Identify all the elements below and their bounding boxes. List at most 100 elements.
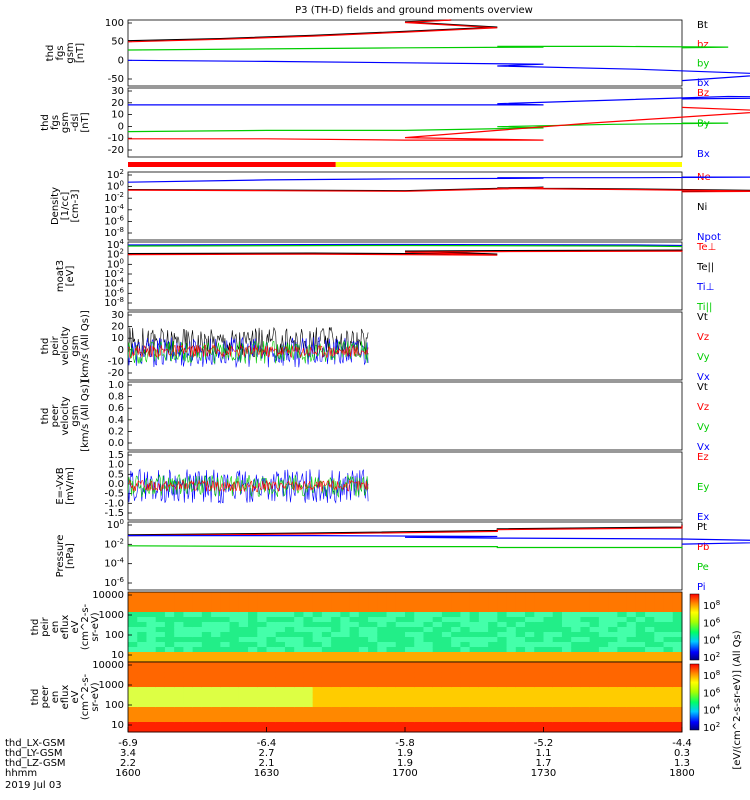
heatmap-cell [248, 607, 258, 613]
heatmap-cell [460, 657, 471, 663]
heatmap-cell [488, 727, 498, 733]
legend-Pt: Pt [697, 522, 707, 533]
heatmap-cell [423, 592, 434, 598]
heatmap-cell [284, 727, 295, 733]
heatmap-cell [284, 602, 295, 608]
heatmap-cell [275, 607, 286, 613]
heatmap-cell [589, 597, 600, 603]
heatmap-cell [571, 692, 581, 698]
heatmap-cell [598, 697, 609, 703]
heatmap-cell [303, 627, 314, 633]
heatmap-cell [238, 707, 249, 713]
heatmap-cell [183, 667, 194, 673]
heatmap-cell [248, 642, 258, 648]
heatmap-cell [358, 617, 369, 623]
heatmap-cell [164, 602, 175, 608]
heatmap-cell [331, 617, 341, 623]
heatmap-cell [635, 637, 646, 643]
heatmap-cell [414, 592, 424, 598]
heatmap-cell [312, 717, 323, 723]
heatmap-cell [321, 652, 332, 658]
heatmap-cell [580, 592, 591, 598]
heatmap-cell [257, 667, 267, 673]
panel-frame [127, 311, 683, 381]
heatmap-cell [414, 677, 424, 683]
heatmap-cell [534, 642, 544, 648]
heatmap-cell [561, 662, 572, 668]
heatmap-cell [201, 677, 212, 683]
heatmap-cell [257, 657, 267, 663]
heatmap-cell [525, 662, 535, 668]
heatmap-cell [266, 632, 277, 638]
heatmap-cell [137, 617, 147, 623]
heatmap-cell [488, 632, 498, 638]
heatmap-cell [201, 647, 212, 653]
heatmap-cell [340, 637, 351, 643]
heatmap-cell [571, 682, 581, 688]
heatmap-cell [432, 702, 443, 708]
heatmap-cell [543, 612, 554, 618]
heatmap-cell [543, 727, 554, 733]
heatmap-cell [617, 727, 628, 733]
heatmap-cell [525, 647, 535, 653]
y-axis-label: [nT] [80, 112, 91, 132]
heatmap-cell [266, 722, 277, 728]
heatmap-cell [506, 632, 517, 638]
y-tick-label: -10 [108, 133, 124, 144]
heatmap-cell [654, 597, 665, 603]
heatmap-cell [663, 677, 674, 683]
heatmap-cell [321, 682, 332, 688]
heatmap-cell [192, 722, 203, 728]
y-tick-label: 1.0 [108, 460, 124, 471]
heatmap-cell [303, 642, 314, 648]
y-tick-label: 104 [107, 238, 125, 251]
heatmap-cell [534, 597, 544, 603]
heatmap-cell [497, 682, 508, 688]
heatmap-cell [211, 602, 221, 608]
heatmap-cell [626, 687, 637, 693]
heatmap-cell [174, 722, 184, 728]
heatmap-cell [654, 607, 665, 613]
heatmap-cell [312, 697, 323, 703]
heatmap-cell [229, 632, 240, 638]
heatmap-cell [192, 627, 203, 633]
heatmap-cell [506, 627, 517, 633]
heatmap-cell [201, 597, 212, 603]
heatmap-cell [432, 647, 443, 653]
heatmap-cell [608, 682, 618, 688]
heatmap-cell [211, 672, 221, 678]
heatmap-cell [331, 627, 341, 633]
heatmap-cell [128, 622, 138, 628]
heatmap-cell [608, 602, 618, 608]
heatmap-cell [414, 667, 424, 673]
heatmap-cell [368, 682, 378, 688]
heatmap-cell [525, 627, 535, 633]
heatmap-cell [128, 687, 138, 693]
heatmap-cell [386, 707, 397, 713]
heatmap-cell [506, 682, 517, 688]
heatmap-cell [303, 637, 314, 643]
heatmap-cell [358, 607, 369, 613]
heatmap-cell [303, 707, 314, 713]
heatmap-cell [441, 712, 452, 718]
heatmap-cell [423, 697, 434, 703]
heatmap-cell [340, 667, 351, 673]
heatmap-cell [580, 662, 591, 668]
heatmap-cell [506, 712, 517, 718]
heatmap-cell [294, 627, 304, 633]
heatmap-cell [155, 657, 166, 663]
heatmap-cell [552, 652, 563, 658]
heatmap-cell [248, 632, 258, 638]
heatmap-cell [543, 667, 554, 673]
heatmap-cell [229, 652, 240, 658]
heatmap-cell [257, 592, 267, 598]
heatmap-cell [598, 642, 609, 648]
heatmap-cell [331, 707, 341, 713]
heatmap-cell [303, 652, 314, 658]
heatmap-cell [294, 637, 304, 643]
heatmap-cell [497, 652, 508, 658]
heatmap-cell [497, 687, 508, 693]
heatmap-cell [626, 652, 637, 658]
heatmap-cell [598, 677, 609, 683]
heatmap-cell [451, 647, 461, 653]
